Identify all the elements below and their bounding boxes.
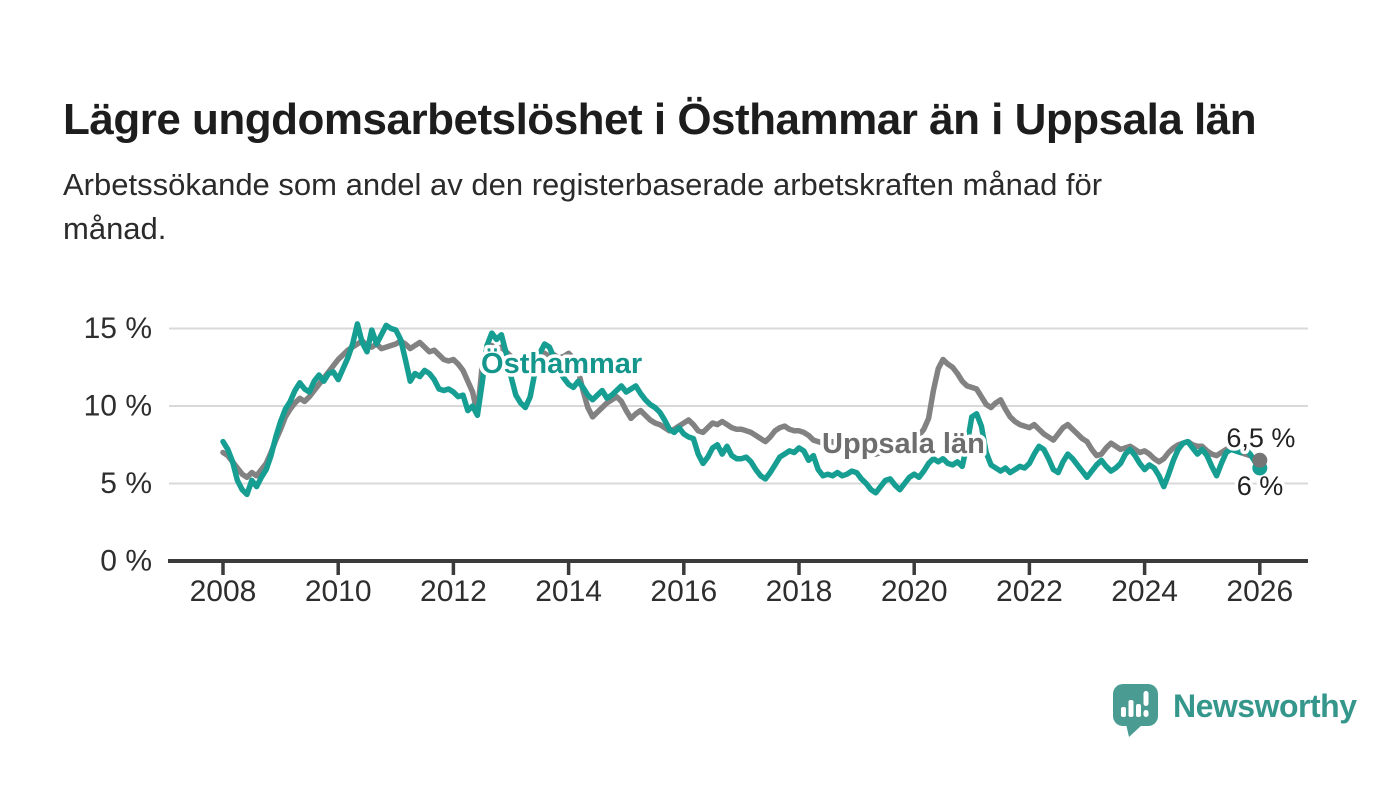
- newsworthy-bar-chart-bubble-icon: [1113, 684, 1158, 737]
- x-axis-tick-label: 2014: [535, 575, 602, 608]
- x-axis-tick-label: 2020: [881, 575, 948, 608]
- x-axis-tick-label: 2024: [1111, 575, 1178, 608]
- series-end-dot-uppsala-lan: [1252, 452, 1268, 468]
- x-axis-tick-label: 2010: [305, 575, 372, 608]
- series-line-uppsala-lan: [220, 338, 1263, 481]
- osthammar-end-value: 6 %: [1237, 471, 1284, 501]
- y-axis-tick-label: 0 %: [100, 545, 152, 578]
- x-axis-tick-label: 2016: [650, 575, 717, 608]
- osthammar-series-label: Östhammar: [481, 347, 642, 380]
- x-axis-tick-label: 2018: [766, 575, 833, 608]
- uppsala-series-label: Uppsala län: [822, 428, 985, 460]
- x-axis-tick-label: 2026: [1226, 575, 1293, 608]
- y-axis-tick-label: 10 %: [84, 390, 152, 423]
- newsworthy-wordmark: Newsworthy: [1173, 687, 1357, 724]
- y-axis-tick-label: 15 %: [84, 312, 152, 345]
- x-axis-tick-label: 2008: [190, 575, 257, 608]
- chart-subtitle-line2: månad.: [63, 211, 167, 246]
- chart-subtitle-line1: Arbetssökande som andel av den registerb…: [63, 167, 1103, 202]
- series-line-osthammar: [220, 321, 1263, 498]
- page-title: Lägre ungdomsarbetslöshet i Östhammar än…: [63, 95, 1257, 145]
- y-axis-tick-label: 5 %: [100, 467, 152, 500]
- x-axis-tick-label: 2022: [996, 575, 1063, 608]
- uppsala-end-value: 6,5 %: [1226, 423, 1295, 453]
- x-axis-tick-label: 2012: [420, 575, 487, 608]
- chart-subtitle: Arbetssökande som andel av den registerb…: [63, 163, 1303, 251]
- newsworthy-logo: Newsworthy: [1112, 682, 1357, 738]
